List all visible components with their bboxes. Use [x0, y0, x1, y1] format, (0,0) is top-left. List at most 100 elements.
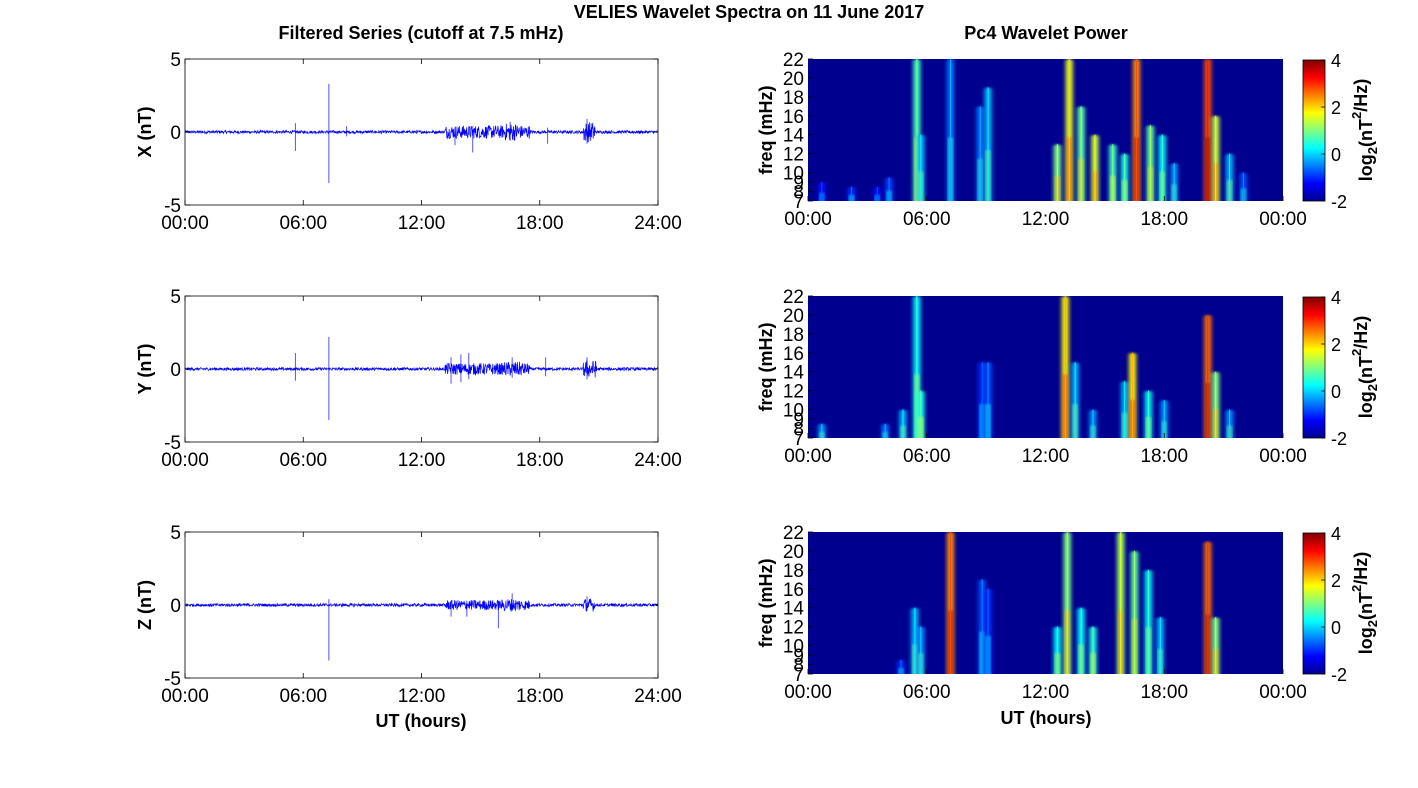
- x-tick-label: 00:00: [1259, 682, 1307, 703]
- x-tick-label: 00:00: [1259, 209, 1307, 230]
- y-tick-label: 18: [783, 325, 804, 346]
- colorbar: [1302, 296, 1326, 439]
- y-tick-label: 14: [783, 599, 805, 620]
- y-tick-label: 0: [170, 596, 181, 617]
- y-tick-label: 16: [783, 107, 804, 128]
- right-column-title: Pc4 Wavelet Power: [964, 23, 1127, 43]
- x-tick-label: 12:00: [398, 450, 446, 471]
- right-xlabel: UT (hours): [1001, 708, 1092, 728]
- x-tick-label: 24:00: [634, 686, 682, 707]
- y-tick-label: 12: [783, 382, 804, 403]
- heatmap-cells: [897, 532, 1220, 674]
- x-tick-label: 24:00: [634, 213, 682, 234]
- x-tick-label: 18:00: [1140, 682, 1188, 703]
- x-tick-label: 00:00: [161, 213, 209, 234]
- heatmap-background: [808, 532, 1283, 674]
- y-axis-label: freq (mHz): [756, 558, 776, 647]
- y-tick-label: -5: [164, 196, 181, 217]
- x-tick-label: 06:00: [903, 682, 951, 703]
- y-tick-label: -5: [164, 433, 181, 454]
- x-tick-label: 06:00: [279, 686, 327, 707]
- colorbar-label: log2(nT2/Hz): [1349, 316, 1380, 418]
- y-tick-label: 0: [170, 123, 181, 144]
- x-tick-label: 18:00: [516, 686, 564, 707]
- y-tick-label: 18: [783, 561, 804, 582]
- y-tick-label: 5: [170, 50, 181, 71]
- y-tick-label: 16: [783, 344, 804, 365]
- y-tick-label: 9: [793, 410, 804, 431]
- x-tick-label: 12:00: [398, 213, 446, 234]
- y-tick-label: 8: [793, 183, 804, 204]
- y-tick-label: -5: [164, 669, 181, 690]
- heatmap-cells: [818, 296, 1234, 438]
- y-tick-label: 12: [783, 618, 804, 639]
- colorbar-tick-label: 4: [1331, 288, 1341, 308]
- y-tick-label: 14: [783, 363, 805, 384]
- colorbar-tick-label: 2: [1331, 98, 1341, 118]
- x-tick-label: 06:00: [279, 213, 327, 234]
- colorbar-tick-label: 0: [1331, 145, 1341, 165]
- x-tick-label: 06:00: [903, 446, 951, 467]
- x-tick-label: 12:00: [1022, 682, 1070, 703]
- timeseries-panel-y: 00:00 06:00 12:00 18:00 24:00 -5 0 5 Y (nT): [135, 287, 682, 471]
- y-tick-label: 8: [793, 420, 804, 441]
- colorbar-tick-label: 0: [1331, 382, 1341, 402]
- y-tick-label: 0: [170, 360, 181, 381]
- colorbar-tick-label: 2: [1331, 335, 1341, 355]
- y-tick-label: 20: [783, 542, 804, 563]
- y-tick-label: 9: [793, 173, 804, 194]
- x-tick-label: 06:00: [279, 450, 327, 471]
- y-tick-label: 18: [783, 88, 804, 109]
- y-tick-label: 5: [170, 287, 181, 308]
- x-tick-label: 00:00: [161, 450, 209, 471]
- colorbar-tick-label: -2: [1331, 429, 1347, 449]
- y-tick-label: 22: [783, 287, 804, 308]
- y-tick-label: 20: [783, 306, 804, 327]
- colorbar-label: log2(nT2/Hz): [1349, 79, 1380, 181]
- y-tick-label: 10: [783, 637, 804, 658]
- x-tick-label: 18:00: [1140, 209, 1188, 230]
- y-tick-label: 14: [783, 126, 805, 147]
- y-tick-label: 12: [783, 145, 804, 166]
- timeseries-panel-z: 00:00 06:00 12:00 18:00 24:00 -5 0 5 Z (nT): [135, 523, 682, 707]
- y-tick-label: 22: [783, 523, 804, 544]
- colorbar: [1302, 59, 1326, 202]
- y-tick-label: 8: [793, 656, 804, 677]
- x-tick-label: 00:00: [784, 209, 832, 230]
- timeseries-panel-x: 00:00 06:00 12:00 18:00 24:00 -5 0 5 X (nT): [135, 50, 682, 234]
- colorbar-tick-label: 4: [1331, 524, 1341, 544]
- x-tick-label: 06:00: [903, 209, 951, 230]
- y-axis-label: Y (nT): [135, 344, 155, 395]
- colorbar-tick-label: -2: [1331, 192, 1347, 212]
- x-tick-label: 00:00: [1259, 446, 1307, 467]
- figure-title: VELIES Wavelet Spectra on 11 June 2017: [574, 2, 925, 22]
- y-tick-label: 10: [783, 164, 804, 185]
- y-tick-label: 7: [793, 429, 804, 450]
- y-tick-label: 7: [793, 192, 804, 213]
- x-tick-label: 12:00: [398, 686, 446, 707]
- signal-trace: [184, 122, 659, 143]
- y-tick-label: 9: [793, 646, 804, 667]
- y-axis-label: freq (mHz): [756, 322, 776, 411]
- x-tick-label: 00:00: [161, 686, 209, 707]
- x-tick-label: 18:00: [516, 213, 564, 234]
- y-tick-label: 7: [793, 665, 804, 686]
- heatmap-cells: [818, 59, 1247, 201]
- x-tick-label: 24:00: [634, 450, 682, 471]
- y-tick-label: 5: [170, 523, 181, 544]
- x-tick-label: 00:00: [784, 446, 832, 467]
- y-axis-label: Z (nT): [135, 580, 155, 630]
- colorbar-tick-label: 2: [1331, 571, 1341, 591]
- x-tick-label: 18:00: [1140, 446, 1188, 467]
- y-axis-label: X (nT): [135, 107, 155, 158]
- y-tick-label: 20: [783, 69, 804, 90]
- colorbar-tick-label: 4: [1331, 51, 1341, 71]
- x-tick-label: 18:00: [516, 450, 564, 471]
- left-xlabel: UT (hours): [376, 711, 467, 731]
- left-column-title: Filtered Series (cutoff at 7.5 mHz): [278, 23, 563, 43]
- colorbar-tick-label: 0: [1331, 618, 1341, 638]
